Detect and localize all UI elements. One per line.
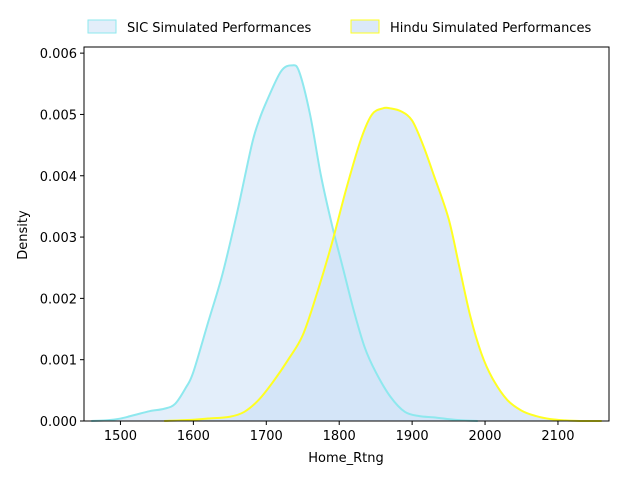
y-tick-label: 0.003 bbox=[40, 231, 77, 246]
y-tick-label: 0.001 bbox=[40, 354, 77, 369]
density-line-sic bbox=[91, 64, 478, 422]
x-tick-label: 1700 bbox=[250, 429, 283, 444]
x-tick-label: 2000 bbox=[468, 429, 501, 444]
y-axis-label: Density bbox=[16, 210, 31, 260]
plot-area bbox=[91, 64, 602, 423]
legend-label-sic: SIC Simulated Performances bbox=[127, 21, 311, 36]
area-fill-hindu bbox=[164, 107, 602, 422]
legend-swatch-hindu bbox=[350, 19, 380, 34]
area-fill-sic bbox=[91, 65, 478, 422]
y-tick-label: 0.000 bbox=[40, 415, 77, 430]
x-tick-label: 2100 bbox=[541, 429, 574, 444]
legend-swatch-sic bbox=[87, 19, 117, 34]
y-tick-label: 0.004 bbox=[40, 170, 77, 185]
x-axis: 1500 1600 1700 1800 1900 2000 2100 bbox=[104, 421, 575, 444]
legend-label-hindu: Hindu Simulated Performances bbox=[390, 21, 591, 36]
x-tick-label: 1900 bbox=[396, 429, 429, 444]
x-tick-label: 1600 bbox=[177, 429, 210, 444]
x-tick-label: 1500 bbox=[104, 429, 137, 444]
legend: SIC Simulated Performances Hindu Simulat… bbox=[87, 19, 591, 36]
plot-frame bbox=[83, 46, 610, 422]
x-tick-label: 1800 bbox=[323, 429, 356, 444]
y-tick-label: 0.006 bbox=[40, 47, 77, 62]
y-tick-label: 0.002 bbox=[40, 292, 77, 307]
y-tick-label: 0.005 bbox=[40, 108, 77, 123]
x-axis-label: Home_Rtng bbox=[308, 451, 384, 466]
y-axis: 0.000 0.001 0.002 0.003 0.004 0.005 0.006 bbox=[40, 47, 84, 430]
density-line-hindu bbox=[164, 106, 602, 423]
